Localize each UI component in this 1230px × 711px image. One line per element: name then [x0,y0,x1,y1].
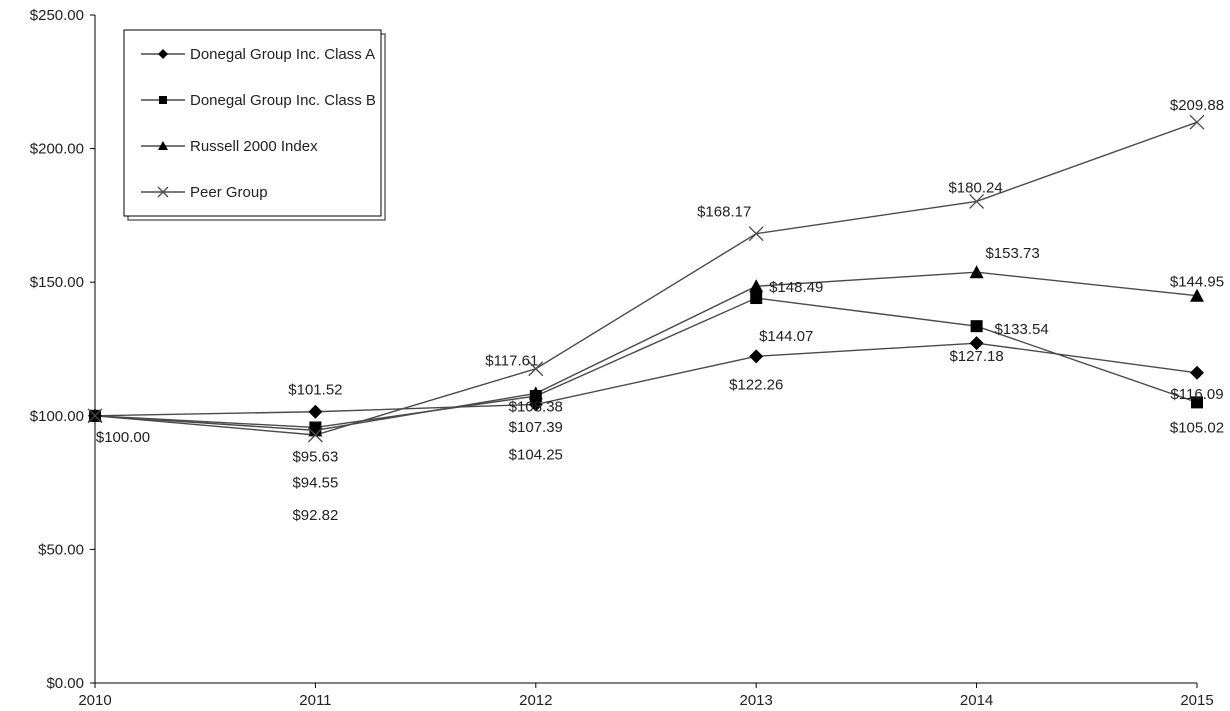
legend-box [123,29,382,217]
data-label: $94.55 [292,474,338,491]
x-tick-label: 2012 [519,692,552,709]
data-label: $148.49 [769,279,823,296]
legend-entry-label: Peer Group [190,184,268,201]
data-label: $180.24 [948,179,1002,196]
y-tick-label: $100.00 [30,408,84,425]
x-tick-label: 2014 [960,692,993,709]
x-marker [307,427,323,443]
x-marker [528,361,544,377]
x-marker [1189,114,1205,130]
legend-entry-label: Russell 2000 Index [190,138,318,155]
series-line-x [94,121,1198,436]
x-tick-label: 2011 [299,692,331,709]
triangle-marker [528,386,543,400]
triangle-marker [1190,288,1204,302]
data-label: $107.39 [509,419,563,436]
legend: Donegal Group Inc. Class A Donegal Group … [123,29,386,221]
axes: $0.00 $50.00 $100.00 $150.00 $200.00 $250.00 2… [30,7,1214,709]
legend-x-marker [157,186,169,198]
data-labels: $100.00 $101.52 $104.25 $122.26 $127.18 $116.… [96,97,1224,524]
data-label: $92.82 [292,507,338,524]
series-line-diamond [94,342,1198,417]
diamond-marker [308,404,323,419]
series-line-triangle [94,271,1198,432]
data-label: $168.17 [697,204,751,221]
data-label: $101.52 [288,382,342,399]
data-label: $95.63 [292,448,338,465]
series-markers [87,114,1205,443]
x-marker [87,408,103,424]
data-label: $117.61 [485,353,538,370]
x-marker [748,226,764,242]
triangle-marker [749,279,764,293]
data-label: $209.88 [1170,97,1224,114]
series-line-square [94,297,1198,429]
y-tick-label: $150.00 [30,274,84,291]
y-tick-label: $50.00 [38,541,84,558]
y-tick-label: $200.00 [30,141,84,158]
data-label: $133.54 [994,321,1048,338]
y-tick-label: $250.00 [30,7,84,24]
triangle-marker [969,265,984,279]
legend-entry-label: Donegal Group Inc. Class B [190,92,376,109]
triangle-marker [308,423,323,437]
data-label: $100.00 [96,429,150,446]
x-tick-label: 2010 [78,692,111,709]
data-label: $108.38 [509,398,563,415]
diamond-marker [969,336,984,351]
diamond-marker [1190,365,1204,380]
data-label: $122.26 [729,376,783,393]
legend-entry-label: Donegal Group Inc. Class A [190,46,375,63]
series-lines [94,121,1198,436]
legend-triangle-marker [158,141,168,150]
data-label: $104.25 [509,446,563,463]
data-label: $144.07 [759,328,813,345]
data-label: $116.09 [1170,386,1223,403]
data-label: $144.95 [1170,274,1224,291]
x-tick-label: 2013 [740,692,773,709]
square-marker [1191,396,1203,409]
square-marker [970,320,983,333]
diamond-marker [749,349,764,364]
y-tick-label: $0.00 [46,675,84,692]
legend-square-marker [159,96,167,104]
x-tick-label: 2015 [1180,692,1213,709]
data-label: $127.18 [949,348,1003,365]
data-label: $105.02 [1170,419,1224,436]
x-marker [969,193,985,209]
square-marker [750,292,763,305]
data-label: $153.73 [985,245,1039,262]
legend-diamond-marker [158,49,168,59]
